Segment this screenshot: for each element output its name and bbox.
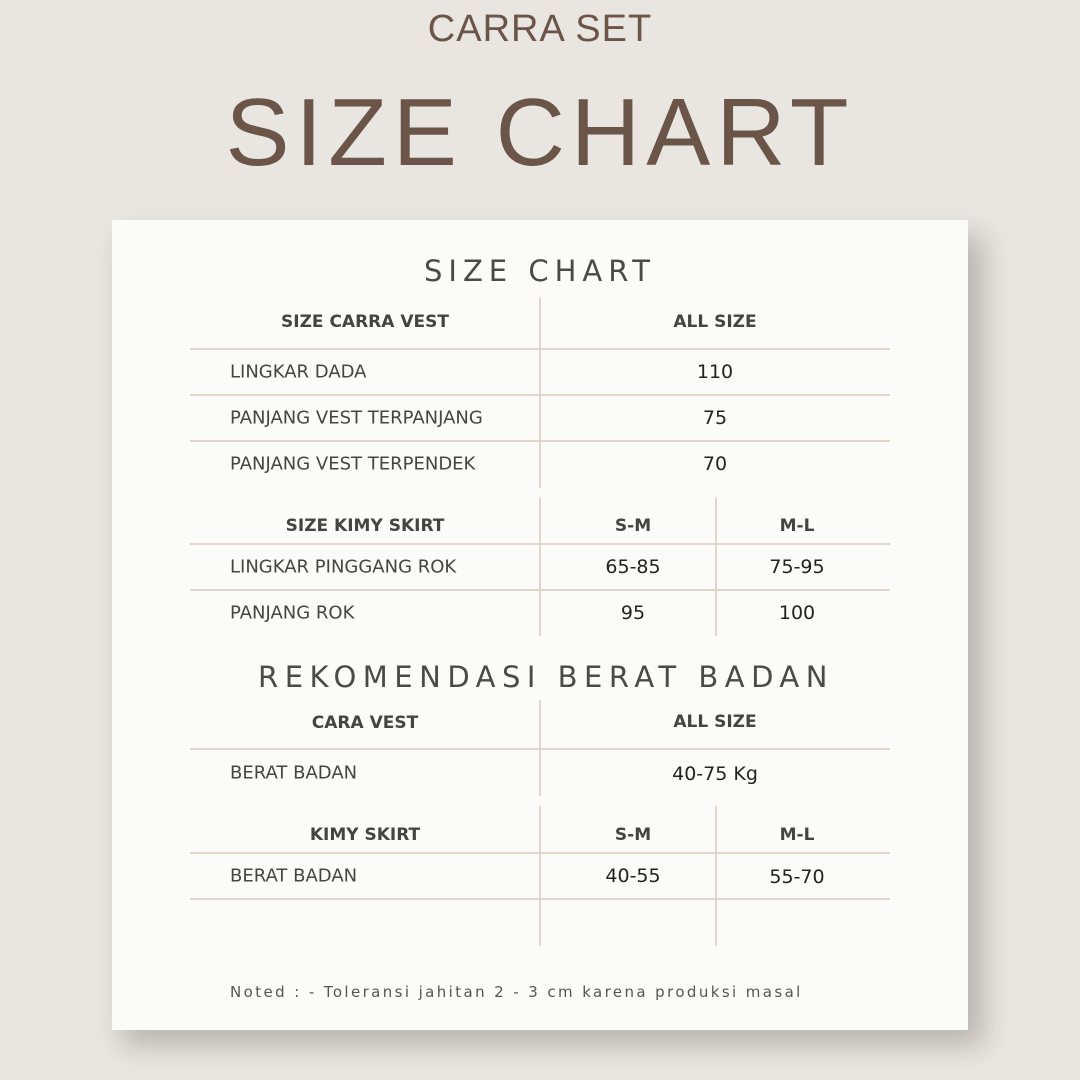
vest-row-label: PANJANG VEST TERPANJANG xyxy=(230,407,483,429)
row-divider xyxy=(190,748,890,750)
weight-section-title: REKOMENDASI BERAT BADAN xyxy=(258,660,834,694)
note-text: Noted : - Toleransi jahitan 2 - 3 cm kar… xyxy=(230,983,803,1001)
row-divider xyxy=(190,852,890,854)
vest-row-value: 75 xyxy=(702,407,728,429)
skirt-row-ml: 100 xyxy=(778,602,816,624)
weight-skirt-header-sm: S-M xyxy=(614,825,652,845)
brand-title: CARRA SET xyxy=(427,8,653,50)
vest-row-value: 110 xyxy=(696,361,734,383)
row-divider xyxy=(190,440,890,442)
column-divider xyxy=(539,298,541,488)
skirt-header-sm: S-M xyxy=(614,516,652,536)
weight-vest-header-label: CARA VEST xyxy=(311,713,419,733)
weight-vest-header-size: ALL SIZE xyxy=(673,712,757,732)
weight-vest-row-label: BERAT BADAN xyxy=(230,762,358,784)
card-title: SIZE CHART xyxy=(423,254,657,288)
column-divider xyxy=(715,806,717,946)
row-divider xyxy=(190,898,890,900)
page-heading: SIZE CHART xyxy=(225,79,855,186)
skirt-header-ml: M-L xyxy=(779,516,815,536)
row-divider xyxy=(190,348,890,350)
column-divider xyxy=(539,498,541,636)
weight-skirt-header-label: KIMY SKIRT xyxy=(309,825,421,845)
skirt-header-label: SIZE KIMY SKIRT xyxy=(285,516,445,536)
row-divider xyxy=(190,589,890,591)
skirt-row-label: LINGKAR PINGGANG ROK xyxy=(230,556,457,578)
skirt-row-sm: 95 xyxy=(620,602,646,624)
vest-header-size: ALL SIZE xyxy=(673,312,757,332)
weight-skirt-header-ml: M-L xyxy=(779,825,815,845)
vest-row-label: LINGKAR DADA xyxy=(230,361,367,383)
weight-skirt-row-label: BERAT BADAN xyxy=(230,865,358,887)
row-divider xyxy=(190,394,890,396)
weight-skirt-row-sm: 40-55 xyxy=(605,865,661,887)
vest-header-label: SIZE CARRA VEST xyxy=(281,312,449,332)
skirt-row-label: PANJANG ROK xyxy=(230,602,355,624)
vest-row-label: PANJANG VEST TERPENDEK xyxy=(230,453,476,475)
vest-row-value: 70 xyxy=(702,453,728,475)
column-divider xyxy=(539,806,541,946)
skirt-row-ml: 75-95 xyxy=(769,556,825,578)
column-divider xyxy=(715,498,717,636)
weight-skirt-row-ml: 55-70 xyxy=(769,866,825,888)
skirt-row-sm: 65-85 xyxy=(605,556,661,578)
row-divider xyxy=(190,543,890,545)
weight-vest-row-value: 40-75 Kg xyxy=(672,763,758,785)
